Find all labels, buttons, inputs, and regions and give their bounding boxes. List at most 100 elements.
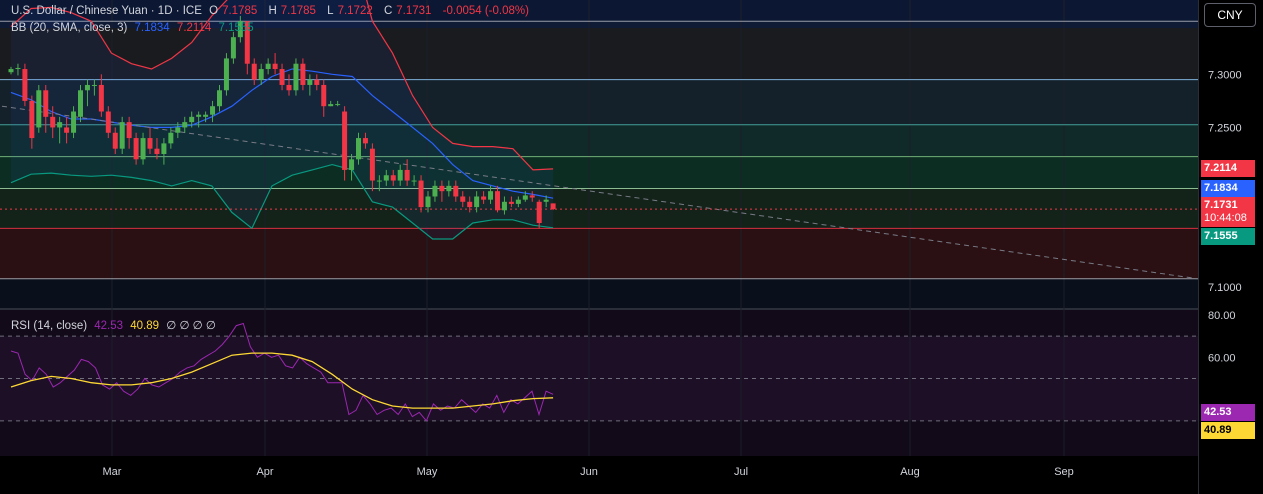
- candle-body-64: [453, 185, 459, 197]
- candle-body-23: [168, 132, 174, 144]
- price-tick-7.1000: 7.1000: [1208, 282, 1242, 294]
- candle-body-19: [140, 138, 146, 160]
- rsi-value: 42.53: [94, 320, 124, 332]
- candle-body-36: [258, 69, 264, 80]
- candle-body-17: [126, 122, 132, 139]
- rsi-pane: [0, 322, 1198, 422]
- candle-body-20: [147, 138, 153, 149]
- rsi-legend: RSI (14, close) 42.53 40.89 ∅ ∅ ∅ ∅: [11, 318, 220, 332]
- candle-body-2: [22, 69, 28, 101]
- candle-body-42: [300, 63, 306, 85]
- zone-1: [0, 79, 1198, 125]
- rsi-ma-value: 40.89: [130, 320, 160, 332]
- bb-legend: BB (20, SMA, close, 3) 7.1834 7.2114 7.1…: [11, 22, 258, 34]
- price-tick-7.3000: 7.3000: [1208, 69, 1242, 81]
- rsi-title: RSI (14, close): [11, 320, 88, 332]
- candle-body-66: [467, 201, 473, 208]
- bb-lower-price-label: 7.1555: [1201, 228, 1255, 245]
- background-layer: [0, 0, 1199, 494]
- candle-body-61: [432, 185, 438, 197]
- last-price-label: 7.1731 10:44:08: [1201, 197, 1255, 227]
- rsi-tick-80.00: 80.00: [1208, 310, 1236, 322]
- candle-body-63: [446, 185, 452, 192]
- candle-body-69: [488, 191, 494, 200]
- candle-body-48: [342, 111, 348, 170]
- bb-upper-value: 7.2114: [176, 22, 212, 34]
- candle-body-14: [105, 111, 111, 133]
- candle-body-51: [362, 138, 368, 144]
- candle-body-34: [244, 21, 250, 64]
- candle-body-53: [376, 180, 382, 182]
- grid-layer: [0, 0, 1198, 456]
- candle-body-73: [515, 199, 521, 204]
- bb-basis-value: 7.1834: [134, 22, 170, 34]
- symbol-title: U.S. Dollar / Chinese Yuan · 1D · ICE: [11, 5, 202, 17]
- candle-body-22: [161, 143, 167, 154]
- candle-body-60: [425, 196, 431, 208]
- candle-body-44: [314, 79, 320, 85]
- candle-body-21: [154, 148, 160, 154]
- time-tick-may: May: [417, 466, 438, 478]
- candle-body-0: [8, 69, 14, 73]
- candle-body-70: [495, 191, 500, 211]
- candle-body-62: [439, 185, 445, 192]
- candle-body-68: [481, 196, 487, 200]
- candle-body-39: [279, 69, 285, 85]
- candle-body-3: [29, 100, 35, 139]
- candle-body-40: [286, 84, 292, 91]
- header-tint: [0, 0, 1198, 28]
- candle-body-41: [293, 63, 299, 91]
- time-tick-apr: Apr: [256, 466, 273, 478]
- candle-body-8: [64, 127, 70, 133]
- bb-basis-price-label: 7.1834: [1201, 180, 1255, 197]
- rsi-ma-price-label: 40.89: [1201, 422, 1255, 439]
- candle-body-71: [501, 201, 507, 211]
- countdown-value: 10:44:08: [1204, 212, 1247, 224]
- candle-body-31: [223, 58, 229, 91]
- candle-body-33: [237, 21, 243, 38]
- high-label: H 7.1785: [268, 5, 316, 17]
- candle-body-59: [418, 180, 424, 208]
- last-price-value: 7.1731: [1204, 199, 1238, 211]
- change-label: -0.0054 (-0.08%): [442, 5, 529, 17]
- candle-body-43: [307, 79, 313, 85]
- candle-body-45: [321, 84, 327, 107]
- candles[interactable]: [8, 15, 556, 229]
- candle-body-5: [43, 90, 49, 117]
- candle-body-29: [210, 106, 216, 115]
- currency-button[interactable]: CNY: [1204, 3, 1256, 27]
- bb-title: BB (20, SMA, close, 3): [11, 22, 128, 34]
- candle-body-18: [133, 138, 139, 160]
- candle-body-76: [536, 201, 542, 224]
- low-label: L 7.1722: [327, 5, 373, 17]
- candle-body-10: [78, 90, 83, 117]
- zone-2: [0, 124, 1198, 157]
- time-tick-jul: Jul: [734, 466, 748, 478]
- candle-body-28: [203, 114, 209, 117]
- candle-body-50: [356, 138, 361, 160]
- candle-body-52: [369, 148, 375, 181]
- rsi-ma-line: [10, 352, 554, 409]
- rsi-price-label: 42.53: [1201, 404, 1255, 421]
- candle-body-57: [404, 169, 410, 181]
- bb-upper-price-label: 7.2114: [1201, 160, 1255, 177]
- candle-body-4: [36, 90, 42, 128]
- candle-body-27: [196, 114, 202, 117]
- candle-body-24: [175, 127, 181, 133]
- time-tick-sep: Sep: [1054, 466, 1074, 478]
- candle-body-38: [272, 63, 278, 70]
- candle-body-77: [543, 199, 549, 202]
- candle-body-6: [50, 116, 56, 128]
- rsi-tick-60.00: 60.00: [1208, 352, 1236, 364]
- time-tick-aug: Aug: [900, 466, 920, 478]
- zone-red: [0, 228, 1198, 279]
- candle-body-78: [550, 203, 556, 210]
- candle-body-30: [217, 90, 222, 107]
- bb-upper-line: [10, 0, 554, 171]
- candle-body-16: [119, 122, 125, 149]
- candle-body-12: [91, 84, 97, 86]
- candle-body-49: [349, 159, 355, 170]
- candle-body-25: [182, 122, 188, 128]
